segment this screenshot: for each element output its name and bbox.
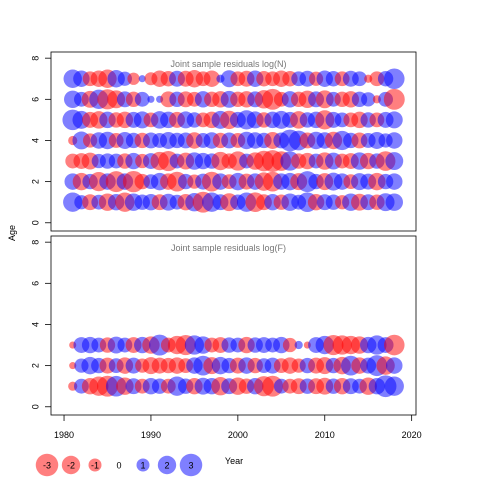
residual-bubble bbox=[385, 152, 404, 171]
residual-bubble bbox=[361, 92, 376, 107]
residual-bubble bbox=[138, 75, 146, 83]
x-tick-label: 1980 bbox=[54, 430, 74, 440]
legend-bubble bbox=[157, 455, 177, 475]
legend-bubble bbox=[179, 453, 203, 477]
legend-bubble bbox=[88, 458, 102, 472]
y-tick-label: 2 bbox=[30, 363, 40, 368]
legend-label: -2 bbox=[67, 461, 75, 471]
panel-1: Joint sample residuals log(N) 0 2 4 6 8 bbox=[30, 51, 417, 232]
x-tick-label: 2000 bbox=[228, 430, 248, 440]
legend-bubble bbox=[35, 453, 59, 477]
y-tick-label: 2 bbox=[30, 179, 40, 184]
residual-bubble bbox=[69, 362, 77, 370]
residual-bubble bbox=[386, 357, 403, 374]
y-tick-label: 8 bbox=[30, 56, 40, 61]
legend-label: 1 bbox=[140, 461, 145, 471]
residual-bubble bbox=[282, 337, 298, 353]
y-tick-label: 6 bbox=[30, 281, 40, 286]
y-tick-label: 8 bbox=[30, 240, 40, 245]
y-axis-label: Age bbox=[7, 225, 17, 241]
y-tick-label: 6 bbox=[30, 97, 40, 102]
residual-bubble bbox=[383, 68, 405, 90]
residual-bubble bbox=[203, 70, 220, 87]
x-tick-label: 2020 bbox=[402, 430, 422, 440]
residual-bubble bbox=[127, 72, 140, 85]
legend-bubble bbox=[61, 455, 81, 475]
y-tick-label: 0 bbox=[30, 404, 40, 409]
legend-label: -1 bbox=[91, 461, 99, 471]
y-tick-label: 4 bbox=[30, 138, 40, 143]
y-tick-label: 4 bbox=[30, 322, 40, 327]
panels-layer: Joint sample residuals log(N)02468Joint … bbox=[30, 51, 422, 440]
residual-bubble bbox=[385, 111, 403, 129]
panel-2: Joint sample residuals log(F) 0 2 4 6 8 1980 19… bbox=[30, 235, 422, 440]
panel-title: Joint sample residuals log(F) bbox=[171, 243, 286, 253]
residual-bubble bbox=[134, 91, 150, 107]
residual-bubble bbox=[383, 334, 405, 356]
panel-frame bbox=[50, 51, 417, 232]
residual-bubble bbox=[386, 173, 403, 190]
size-legend: -3 -2 -1 0 1 2 3 bbox=[35, 453, 203, 477]
y-tick-label: 0 bbox=[30, 220, 40, 225]
residual-bubble bbox=[386, 132, 403, 149]
residual-bubble bbox=[385, 193, 403, 211]
legend-label: 3 bbox=[188, 461, 193, 471]
residual-bubble bbox=[147, 95, 155, 103]
residual-bubble bbox=[117, 71, 132, 86]
panel-frame bbox=[50, 235, 417, 416]
residual-bubble bbox=[294, 340, 303, 350]
x-axis-label: Year bbox=[225, 456, 243, 466]
x-tick-label: 1990 bbox=[141, 430, 161, 440]
residual-bubble bbox=[383, 88, 405, 110]
legend-label: -3 bbox=[43, 461, 51, 471]
x-tick-label: 2010 bbox=[315, 430, 335, 440]
legend-label: 2 bbox=[164, 461, 169, 471]
panel-title: Joint sample residuals log(N) bbox=[170, 59, 286, 69]
residual-bubble bbox=[352, 71, 367, 87]
legend-label: 0 bbox=[116, 461, 121, 471]
legend-bubble bbox=[136, 458, 150, 472]
residual-bubble bbox=[384, 376, 404, 396]
